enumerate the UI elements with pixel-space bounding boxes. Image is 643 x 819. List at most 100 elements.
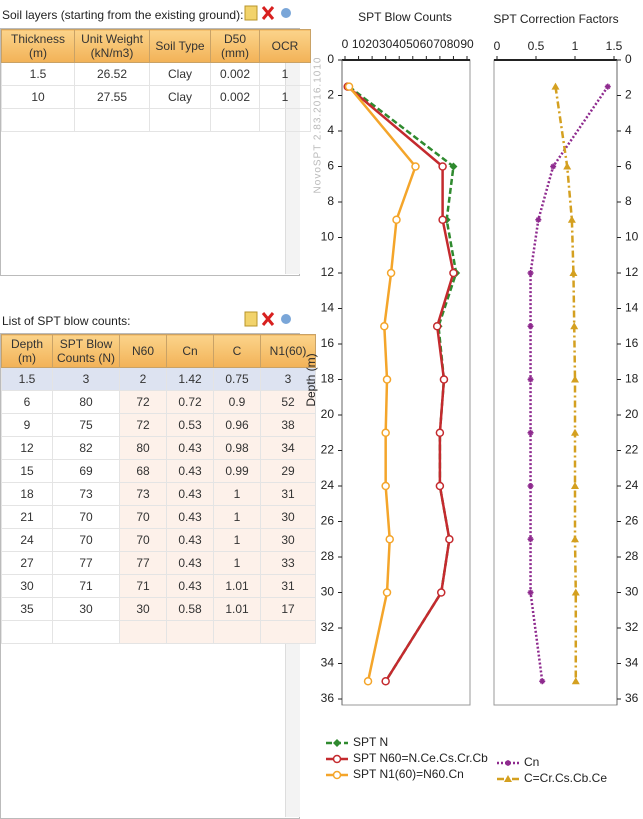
marker bbox=[380, 322, 389, 331]
x-tick-label: 1.5 bbox=[606, 39, 623, 53]
table-cell: 0.96 bbox=[213, 413, 261, 437]
y-tick-label: 28 bbox=[321, 549, 335, 563]
marker bbox=[527, 589, 534, 596]
y-tick-label: 16 bbox=[321, 336, 335, 350]
y-tick-label: 18 bbox=[321, 372, 335, 386]
table-cell: 0.43 bbox=[166, 528, 214, 552]
marker bbox=[527, 429, 534, 436]
empty-cell bbox=[210, 108, 260, 132]
marker bbox=[438, 162, 447, 171]
marker bbox=[551, 82, 560, 90]
table-cell: Clay bbox=[149, 62, 211, 86]
empty-cell bbox=[1, 620, 53, 644]
table-cell: 31 bbox=[260, 482, 316, 506]
y-axis-label: Depth (m) bbox=[304, 353, 318, 406]
watermark: NovoSPT 2.83.2016.1010 bbox=[313, 57, 324, 194]
table-cell: 75 bbox=[52, 413, 120, 437]
table-cell: 0.75 bbox=[213, 367, 261, 391]
series-line bbox=[348, 85, 417, 682]
header-cell: Cn bbox=[166, 334, 214, 368]
marker bbox=[382, 375, 392, 384]
x-tick-label: 10 bbox=[352, 37, 366, 51]
x-tick-label: 1 bbox=[572, 39, 579, 53]
table-cell: 1 bbox=[213, 505, 261, 529]
y-tick-label: 30 bbox=[321, 585, 335, 599]
table-row: 24 70 70 0.43 1 30 bbox=[1, 528, 316, 552]
marker bbox=[439, 375, 449, 384]
table-cell: 0.002 bbox=[210, 85, 260, 109]
marker bbox=[445, 535, 454, 544]
table-row: 6 80 72 0.72 0.9 52 bbox=[1, 390, 316, 414]
table-cell: 0.43 bbox=[166, 505, 214, 529]
table-cell: 1 bbox=[259, 62, 311, 86]
y-tick-label: 8 bbox=[327, 194, 334, 208]
legend-label: SPT N1(60)=N60.Cn bbox=[353, 767, 464, 781]
y-tick-label: 22 bbox=[321, 443, 335, 457]
toolbar[interactable] bbox=[244, 5, 291, 327]
marker bbox=[411, 162, 420, 171]
legend-label: SPT N bbox=[353, 735, 388, 749]
table-cell: 34 bbox=[260, 436, 316, 460]
header-cell: N60 bbox=[119, 334, 167, 368]
x-tick-label: 30 bbox=[379, 37, 393, 51]
empty-cell bbox=[149, 108, 211, 132]
y-tick-label: 26 bbox=[625, 514, 639, 528]
y-tick-label: 26 bbox=[321, 514, 335, 528]
y-tick-label: 2 bbox=[327, 88, 334, 102]
y-tick-label: 2 bbox=[625, 88, 632, 102]
y-tick-label: 16 bbox=[625, 336, 639, 350]
table-row: 27 77 77 0.43 1 33 bbox=[1, 551, 316, 575]
y-tick-label: 32 bbox=[321, 620, 335, 634]
marker bbox=[332, 770, 342, 780]
empty-cell bbox=[166, 620, 214, 644]
y-tick-label: 18 bbox=[625, 372, 639, 386]
x-tick-label: 50 bbox=[406, 37, 420, 51]
table-cell: 29 bbox=[260, 459, 316, 483]
marker bbox=[571, 535, 579, 543]
table-cell: 0.58 bbox=[166, 597, 214, 621]
soil-table: Thickness (m) Unit Weight (kN/m3) Soil Typ… bbox=[1, 29, 311, 132]
table-cell: 30 bbox=[1, 574, 53, 598]
marker bbox=[381, 677, 390, 686]
empty-cell bbox=[52, 620, 120, 644]
empty-cell bbox=[119, 620, 167, 644]
header-cell: Unit Weight (kN/m3) bbox=[74, 29, 150, 63]
y-tick-label: 20 bbox=[625, 407, 639, 421]
y-tick-label: 8 bbox=[625, 194, 632, 208]
table-cell: 73 bbox=[119, 482, 167, 506]
empty-cell bbox=[213, 620, 261, 644]
y-tick-label: 0 bbox=[625, 52, 632, 66]
x-tick-label: 0.5 bbox=[528, 39, 545, 53]
table-cell: 69 bbox=[52, 459, 120, 483]
marker bbox=[571, 482, 579, 489]
table-row: 9 75 72 0.53 0.96 38 bbox=[1, 413, 316, 437]
table-cell: 38 bbox=[260, 413, 316, 437]
table-cell: 0.43 bbox=[166, 482, 214, 506]
y-tick-label: 24 bbox=[321, 478, 335, 492]
header-cell: SPT Blow Counts (N) bbox=[52, 334, 120, 368]
y-tick-label: 6 bbox=[625, 159, 632, 173]
x-tick-label: 40 bbox=[393, 37, 407, 51]
marker bbox=[363, 677, 373, 686]
x-tick-label: 0 bbox=[342, 37, 349, 51]
table-cell: 17 bbox=[260, 597, 316, 621]
table-cell: 24 bbox=[1, 528, 53, 552]
marker bbox=[381, 481, 390, 491]
empty-cell bbox=[1, 108, 75, 132]
marker bbox=[436, 588, 446, 597]
table-cell: 1 bbox=[213, 482, 261, 506]
y-tick-label: 6 bbox=[327, 159, 334, 173]
y-tick-label: 10 bbox=[321, 230, 335, 244]
table-cell: 33 bbox=[260, 551, 316, 575]
chart-title: SPT Blow Counts bbox=[358, 10, 452, 24]
marker bbox=[332, 754, 342, 764]
marker bbox=[449, 268, 458, 278]
y-tick-label: 0 bbox=[327, 52, 334, 66]
legend-label: SPT N60=N.Ce.Cs.Cr.Cb bbox=[353, 751, 488, 765]
y-tick-label: 36 bbox=[321, 691, 335, 705]
marker bbox=[392, 215, 401, 224]
empty-row bbox=[1, 108, 311, 132]
marker bbox=[570, 322, 579, 330]
header-cell: Thickness (m) bbox=[1, 29, 75, 63]
y-tick-label: 34 bbox=[321, 656, 335, 670]
